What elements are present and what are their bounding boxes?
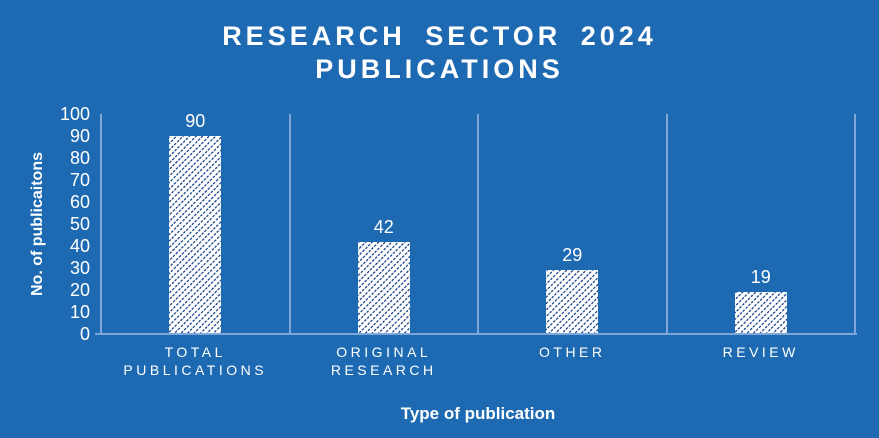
bar	[357, 241, 410, 334]
category-gridline	[477, 114, 479, 334]
y-tick-label: 30	[69, 258, 90, 278]
y-tick-label: 100	[59, 104, 90, 124]
x-axis-title: Type of publication	[400, 404, 556, 423]
category-gridline	[100, 114, 102, 334]
bar	[734, 292, 787, 334]
bar	[546, 270, 599, 334]
chart-title-line-1: RESEARCH SECTOR 2024	[222, 21, 657, 51]
bar-value-label: 19	[750, 267, 771, 288]
x-axis-line	[95, 333, 857, 335]
y-tick-label: 20	[69, 280, 90, 300]
bar-value-label: 42	[373, 216, 394, 237]
plot-area	[100, 114, 856, 334]
y-tick-label: 40	[69, 236, 90, 256]
category-gridline	[288, 114, 291, 334]
bar-value-label: 90	[185, 111, 206, 131]
y-tick-label: 50	[69, 214, 90, 234]
category-label: OTHER	[539, 344, 606, 360]
chart-title-line-2: PUBLICATIONS	[315, 54, 564, 84]
category-gridline	[665, 114, 668, 334]
y-tick-label: 0	[79, 324, 90, 344]
category-label: TOTAL PUBLICATIONS	[123, 344, 268, 378]
category-gridline	[854, 114, 856, 334]
y-tick-label: 80	[69, 148, 90, 168]
y-tick-label: 10	[69, 302, 90, 322]
y-tick-label: 70	[69, 170, 90, 190]
bar	[169, 136, 222, 334]
bar-value-label: 29	[562, 245, 583, 266]
category-label: REVIEW	[722, 344, 799, 360]
y-tick-label: 60	[69, 192, 90, 212]
chart-title: RESEARCH SECTOR 2024 PUBLICATIONS	[0, 20, 879, 86]
y-tick-label: 90	[69, 126, 90, 146]
category-label: ORIGINAL RESEARCH	[330, 344, 437, 378]
